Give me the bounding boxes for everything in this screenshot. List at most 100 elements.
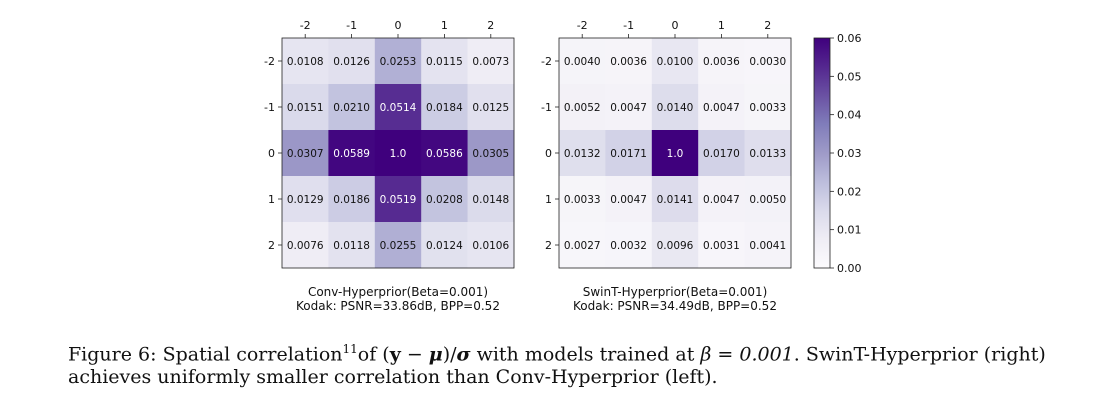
cell-value-label: 1.0 [667,148,684,160]
heatmap-cell [744,38,792,85]
heatmap-cell [328,38,376,85]
caption-minus: − [400,343,429,366]
cell-value-label: 1.0 [390,148,407,160]
panel-subtitle: Kodak: PSNR=33.86dB, BPP=0.52 [296,299,500,313]
panel-subtitle: Kodak: PSNR=34.49dB, BPP=0.52 [573,299,777,313]
colorbar-tick-label: 0.00 [837,262,862,275]
cell-value-label: 0.0040 [564,56,601,68]
y-tick-label: 0 [545,147,552,160]
cell-value-label: 0.0027 [564,240,601,252]
cell-value-label: 0.0031 [703,240,740,252]
cell-value-label: 0.0124 [426,240,463,252]
heatmap-cell [698,38,745,85]
heatmap-cell [421,130,468,177]
heatmap-cell [651,84,699,131]
cell-value-label: 0.0047 [610,102,647,114]
x-tick-label: 0 [672,19,679,32]
cell-value-label: 0.0186 [333,194,370,206]
cell-value-label: 0.0151 [287,102,324,114]
figure-caption: Figure 6: Spatial correlation11of (y − μ… [68,338,1058,389]
caption-text-1: Spatial correlation [162,343,343,366]
x-tick-label: -2 [577,19,588,32]
heatmap-cell [374,222,422,269]
heatmap-cell [467,84,515,131]
heatmap-cell [421,84,468,131]
panel-title: SwinT-Hyperprior(Beta=0.001) [583,285,768,299]
colorbar-gradient [813,37,831,269]
heatmap-cell [698,222,745,269]
cell-value-label: 0.0253 [380,56,417,68]
heatmap-cell [651,222,699,269]
cell-value-label: 0.0307 [287,148,324,160]
x-tick-label: 2 [764,19,771,32]
colorbar: 0.00 0.01 0.02 0.03 0.04 0.05 0.06 [813,32,862,275]
cell-value-label: 0.0041 [749,240,786,252]
heatmap-cell [744,176,792,223]
heatmap-cell [282,38,329,85]
heatmap-cell [744,130,792,177]
x-tick-label: 2 [487,19,494,32]
cell-value-label: 0.0047 [703,102,740,114]
heatmap-cell [698,130,745,177]
heatmap-cell [559,130,606,177]
heatmap-cell [421,38,468,85]
cell-value-label: 0.0030 [749,56,786,68]
cell-value-label: 0.0133 [749,148,786,160]
heatmap-cell [559,176,606,223]
heatmap-cell [605,222,653,269]
caption-text-3: with models trained at [470,343,701,366]
heatmap-cell [282,176,329,223]
heatmap-cell [328,130,376,177]
cell-value-label: 0.0132 [564,148,601,160]
cell-value-label: 0.0170 [703,148,740,160]
cell-value-label: 0.0047 [610,194,647,206]
heatmap-cell [421,176,468,223]
heatmap-cell [467,38,515,85]
cell-value-label: 0.0141 [657,194,694,206]
colorbar-tick-label: 0.01 [837,224,862,237]
caption-expr-slash: )/ [442,343,457,366]
x-tick-label: 1 [718,19,725,32]
x-tick-label: 0 [395,19,402,32]
cell-value-label: 0.0208 [426,194,463,206]
heatmap-cell [374,130,422,177]
cell-value-label: 0.0106 [472,240,509,252]
cell-value-label: 0.0076 [287,240,324,252]
colorbar-tick-label: 0.06 [837,32,862,45]
colorbar-tick-label: 0.03 [837,147,862,160]
cell-value-label: 0.0033 [564,194,601,206]
cell-value-label: 0.0171 [610,148,647,160]
heatmap-cell [605,38,653,85]
heatmap-cell [559,38,606,85]
heatmap-cell [282,222,329,269]
cell-value-label: 0.0140 [657,102,694,114]
heatmap-cell [328,176,376,223]
panel-title: Conv-Hyperprior(Beta=0.001) [308,285,488,299]
heatmap-cell [467,222,515,269]
heatmap-cell [374,84,422,131]
cell-value-label: 0.0184 [426,102,463,114]
cell-value-label: 0.0125 [472,102,509,114]
heatmap-cell [467,130,515,177]
heatmap-cell [328,84,376,131]
heatmap-cell [559,222,606,269]
heatmap-cell [328,222,376,269]
caption-footnote: 11 [342,342,358,356]
y-tick-label: 1 [268,193,275,206]
cell-value-label: 0.0073 [472,56,509,68]
caption-text-2: of ( [357,343,390,366]
cell-value-label: 0.0589 [333,148,370,160]
x-tick-label: 1 [441,19,448,32]
y-tick-label: -2 [264,55,275,68]
cell-value-label: 0.0032 [610,240,647,252]
y-tick-label: -1 [541,101,552,114]
cell-value-label: 0.0033 [749,102,786,114]
y-tick-label: 1 [545,193,552,206]
cell-value-label: 0.0108 [287,56,324,68]
heatmap-cell [605,176,653,223]
heatmap-cell [651,38,699,85]
heatmap-cell [467,176,515,223]
cell-value-label: 0.0036 [703,56,740,68]
heatmap-cell [374,176,422,223]
heatmap-cell [744,84,792,131]
